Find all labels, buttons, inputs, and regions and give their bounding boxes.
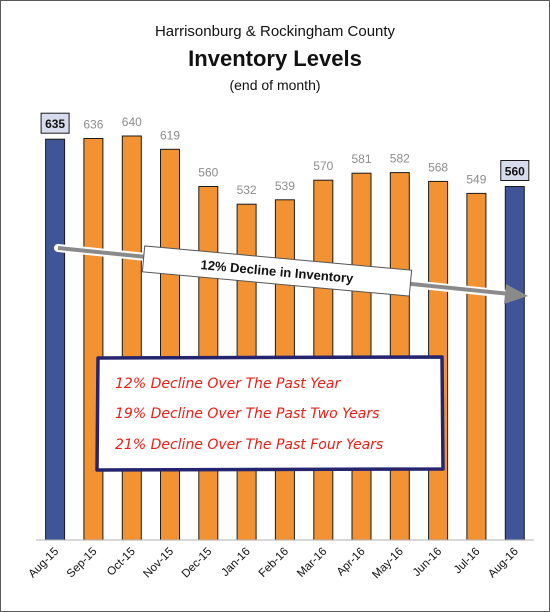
x-tick-label: Jan-16	[219, 546, 252, 579]
x-tick-label: Feb-16	[257, 546, 291, 580]
x-tick-label: Oct-15	[105, 546, 138, 579]
chart-title: Inventory Levels	[188, 46, 362, 71]
x-tick-label: Dec-15	[180, 546, 215, 581]
x-tick-label: Aug-16	[486, 546, 521, 581]
value-label: 640	[122, 115, 142, 129]
x-tick-label: Nov-15	[141, 546, 176, 581]
x-tick-label: Sep-15	[65, 546, 100, 581]
value-label: 635	[45, 117, 65, 131]
x-tick-label: Jun-16	[411, 546, 444, 579]
chart-subtitle: (end of month)	[229, 77, 320, 93]
bar-aug-16	[504, 186, 525, 541]
decline-line-3: 21% Decline Over The Past Four Years	[115, 437, 383, 453]
value-label: 619	[160, 128, 180, 142]
decline-summary-box: 12% Decline Over The Past Year 19% Decli…	[95, 355, 445, 472]
x-tick-label: Jul-16	[452, 546, 483, 577]
x-tick-label: May-16	[370, 546, 406, 582]
value-label: 568	[428, 160, 448, 174]
bar-nov-15	[160, 148, 180, 541]
value-label: 570	[313, 159, 333, 173]
value-label-box	[500, 160, 530, 181]
value-label: 532	[237, 183, 257, 197]
value-label: 636	[83, 118, 103, 132]
bar-sep-15	[83, 138, 104, 541]
value-label: 582	[390, 152, 410, 166]
bar-jul-16	[466, 192, 487, 541]
x-tick-label: Aug-15	[27, 546, 62, 581]
x-tick-label: Apr-16	[335, 546, 368, 579]
value-label: 560	[198, 166, 218, 180]
value-label: 549	[466, 172, 486, 186]
value-label: 539	[275, 179, 295, 193]
chart-title-line1: Harrisonburg & Rockingham County	[155, 23, 396, 40]
value-label-box	[40, 112, 70, 134]
bar-oct-15	[121, 135, 142, 541]
value-label: 581	[351, 152, 371, 166]
decline-line-1: 12% Decline Over The Past Year	[115, 376, 341, 392]
value-label: 560	[505, 165, 525, 179]
x-tick-label: Mar-16	[295, 546, 329, 580]
decline-line-2: 19% Decline Over The Past Two Years	[115, 406, 379, 422]
bar-aug-15	[45, 138, 66, 541]
